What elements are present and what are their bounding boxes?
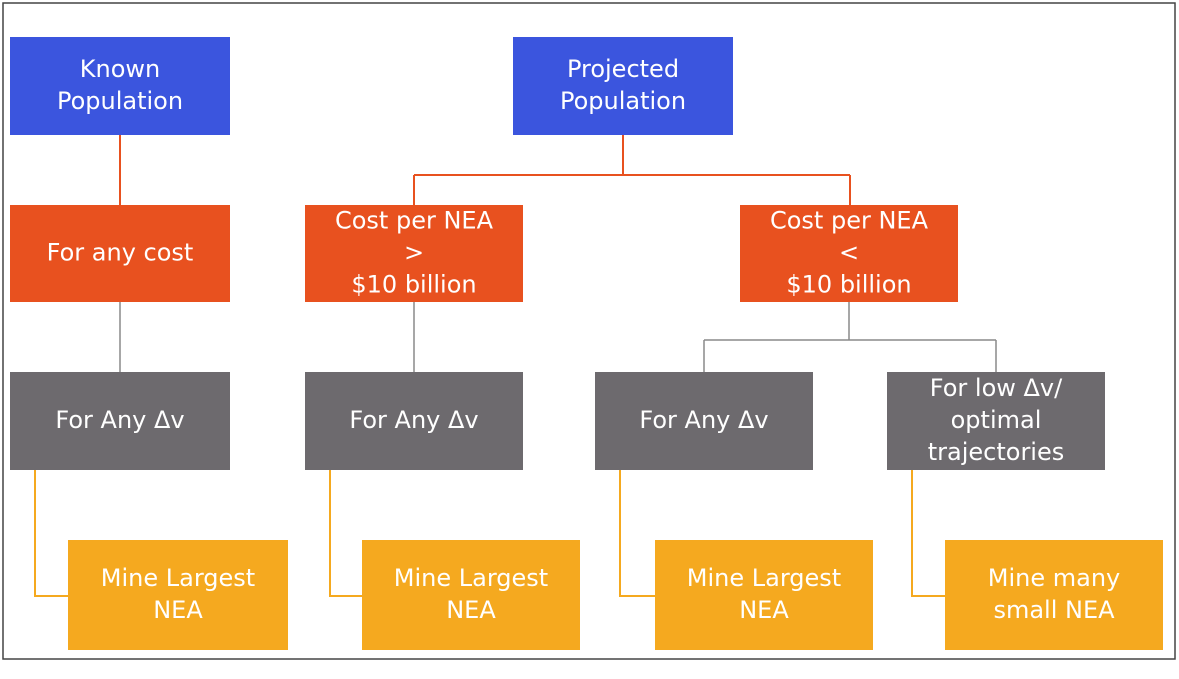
node-label: For low Δv/ (930, 374, 1063, 402)
connectors (34, 135, 997, 597)
node-label: Mine Largest (394, 564, 548, 592)
node-label: Population (57, 87, 183, 115)
node-label: NEA (739, 596, 789, 624)
node-box (740, 205, 958, 302)
node-label: Known (80, 55, 160, 83)
node-label: Mine many (988, 564, 1120, 592)
node-label: Projected (567, 55, 679, 83)
node-label: Mine Largest (687, 564, 841, 592)
node-label: Cost per NEA (335, 207, 494, 235)
node-box (513, 37, 733, 135)
node-box (10, 205, 230, 302)
frame (2, 2, 1176, 660)
node-label: small NEA (993, 596, 1115, 624)
node-box (10, 37, 230, 135)
node-label: For Any Δv (639, 406, 768, 434)
node-box (305, 205, 523, 302)
node-label: Population (560, 87, 686, 115)
node-label: optimal (951, 406, 1042, 434)
node-label: < (839, 239, 859, 267)
node-box (945, 540, 1163, 650)
node-box (68, 540, 288, 650)
node-label: For any cost (47, 239, 194, 267)
node-label: For Any Δv (55, 406, 184, 434)
node-label: Mine Largest (101, 564, 255, 592)
node-box (887, 372, 1105, 470)
node-box (595, 372, 813, 470)
node-box (362, 540, 580, 650)
node-box (305, 372, 523, 470)
node-label: trajectories (928, 438, 1065, 466)
node-label: $10 billion (786, 271, 911, 299)
node-label: For Any Δv (349, 406, 478, 434)
node-box (655, 540, 873, 650)
node-label: NEA (153, 596, 203, 624)
node-box (10, 372, 230, 470)
node-label: NEA (446, 596, 496, 624)
node-label: > (404, 239, 424, 267)
node-label: Cost per NEA (770, 207, 929, 235)
node-label: $10 billion (351, 271, 476, 299)
